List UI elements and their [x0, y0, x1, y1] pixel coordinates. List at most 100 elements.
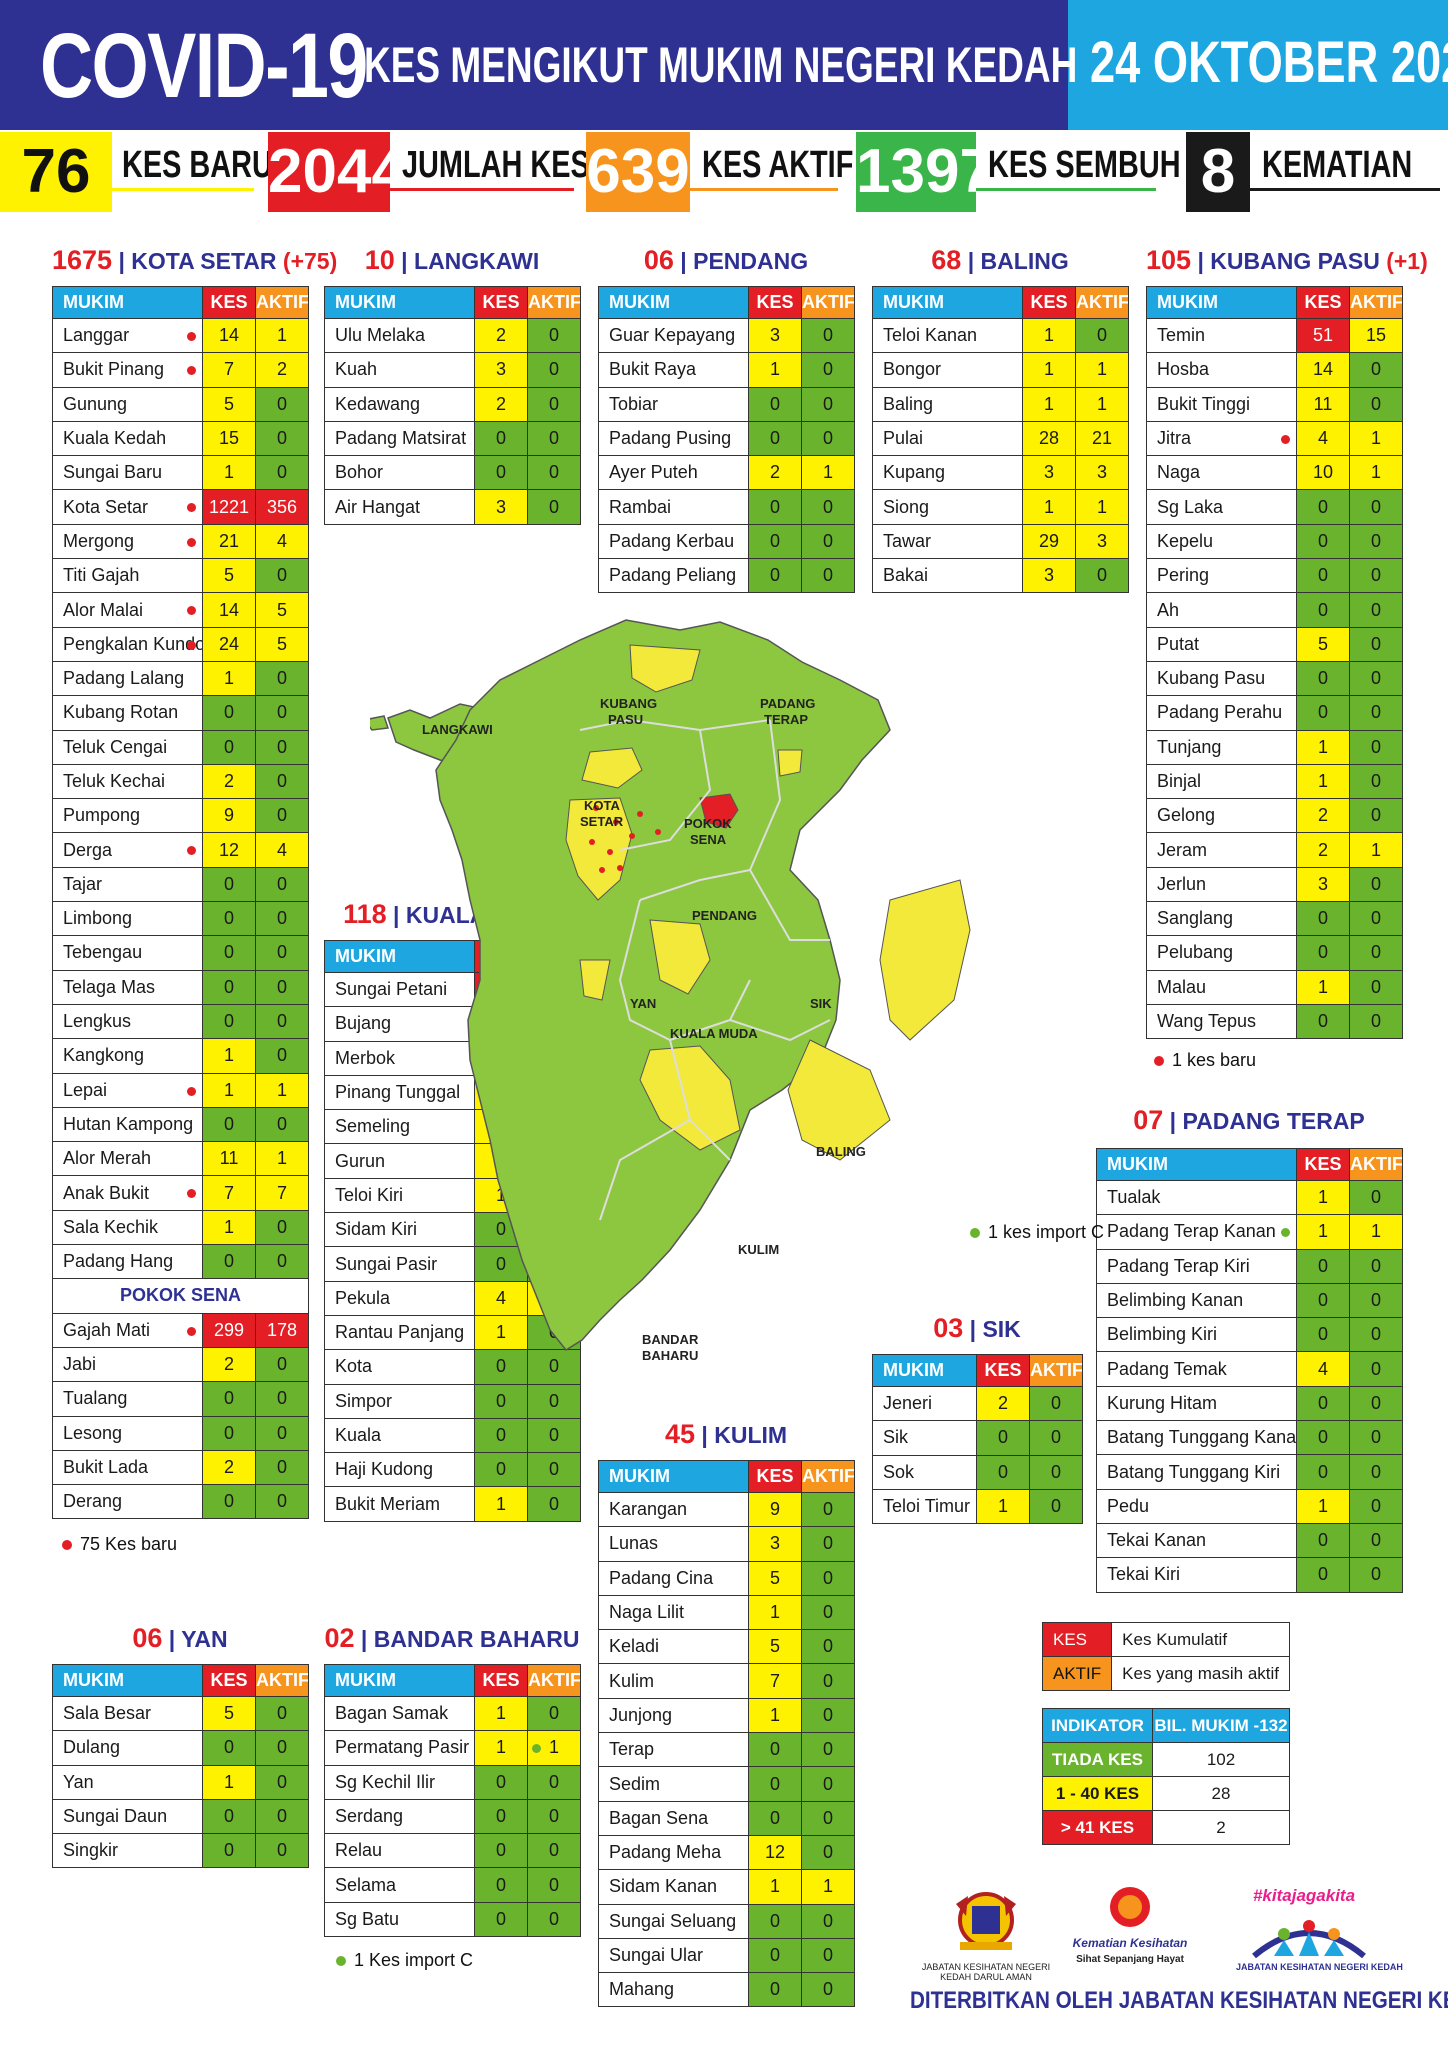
mukim-name: Alor Merah [52, 1141, 203, 1177]
aktif-value: 0 [527, 317, 581, 354]
new-case-dot-icon [187, 1086, 196, 1096]
mukim-label: Kuala [335, 1425, 382, 1445]
aktif-number: 0 [548, 1390, 559, 1411]
aktif-value: 0 [801, 1560, 855, 1596]
stat-underline [390, 188, 574, 191]
mukim-name: Mergong [52, 523, 203, 560]
kes-value: 2 [202, 763, 256, 800]
mukim-name: Alor Malai [52, 592, 203, 628]
table-row: Telaga Mas 0 0 [52, 969, 309, 1005]
aktif-number: 0 [276, 873, 287, 894]
map-label-kulim: KULIM [738, 1242, 779, 1257]
mukim-label: Mahang [609, 1979, 675, 2000]
aktif-number: 0 [1370, 805, 1381, 826]
table-row: Jeram 2 1 [1146, 832, 1403, 868]
aktif-value: 0 [527, 1764, 581, 1800]
kes-value: 299 [202, 1312, 256, 1348]
kes-value: 2 [1296, 798, 1350, 834]
kes-value: 0 [202, 1244, 256, 1280]
aktif-value: 0 [1349, 1282, 1403, 1319]
aktif-value: 0 [255, 558, 309, 594]
mukim-label: Teloi Timur [883, 1496, 971, 1517]
kitajagakita-logo-text: #kitajagakita [1252, 1886, 1356, 1905]
kes-value: 2 [474, 317, 528, 354]
mukim-name: Ayer Puteh [598, 455, 749, 491]
table-row: Sungai Daun 0 0 [52, 1798, 309, 1835]
column-header-kes: KES [1296, 286, 1350, 319]
mukim-label: Kulim [609, 1670, 655, 1691]
aktif-value: 0 [801, 558, 855, 594]
kes-value: 0 [202, 1106, 256, 1143]
note-kubang-pasu: 1 kes baru [1154, 1050, 1256, 1071]
table-row: Ah 0 0 [1146, 592, 1403, 628]
aktif-number: 0 [276, 1491, 287, 1512]
aktif-value: 1 [1349, 420, 1403, 457]
note-text: 75 Kes baru [80, 1534, 178, 1554]
table-bandar-baharu: MUKIM KES AKTIF Bagan Samak 1 0 Permatang Pasi… [324, 1664, 581, 1938]
yellow-area-jitra [581, 747, 643, 789]
mukim-label: Kuah [335, 359, 378, 380]
kes-value: 1 [202, 1764, 256, 1800]
kes-value: 0 [474, 1901, 528, 1938]
mukim-name: Belimbing Kanan [1096, 1282, 1297, 1319]
aktif-value: 0 [1349, 695, 1403, 731]
stat-kematian: 8 KEMATIAN [1186, 132, 1448, 212]
aktif-value: 0 [527, 1833, 581, 1869]
mukim-label: Sg Laka [1157, 496, 1224, 517]
aktif-value: 0 [255, 1484, 309, 1520]
kes-value: 11 [1296, 386, 1350, 422]
aktif-value: 0 [255, 1244, 309, 1280]
aktif-value: 0 [1349, 969, 1403, 1005]
aktif-number: 0 [1370, 771, 1381, 791]
kes-value: 1 [474, 1314, 528, 1351]
map-label-pendang: PENDANG [692, 908, 757, 923]
kes-value: 1 [1022, 352, 1076, 388]
aktif-value: 4 [255, 832, 309, 868]
aktif-number: 0 [1370, 393, 1381, 414]
table-row: Belimbing Kanan 0 0 [1096, 1282, 1403, 1319]
aktif-number: 0 [548, 462, 559, 483]
mukim-name: Serdang [324, 1798, 475, 1835]
legend-row: KES Kes Kumulatif [1041, 1622, 1291, 1657]
table-row: Haji Kudong 0 0 [324, 1452, 581, 1488]
case-dot-icon [589, 839, 595, 845]
kes-value: 0 [748, 1766, 802, 1802]
mukim-name: Tekai Kanan [1096, 1522, 1297, 1559]
mukim-name: Telaga Mas [52, 969, 203, 1005]
kes-value: 1 [748, 1697, 802, 1734]
aktif-value: 0 [801, 1766, 855, 1802]
kes-value: 2 [202, 1346, 256, 1383]
mukim-name: Naga [1146, 455, 1297, 491]
column-header-kes: KES [202, 286, 256, 319]
kes-value: 0 [474, 1798, 528, 1835]
aktif-number: 0 [1370, 668, 1381, 689]
mukim-label: Alor Merah [63, 1148, 152, 1169]
mukim-label: Kubang Pasu [1157, 668, 1266, 689]
indicator-row: > 41 KES 2 [1042, 1810, 1290, 1845]
mukim-label: Pulai [883, 428, 924, 449]
mukim-label: Padang Temak [1107, 1358, 1227, 1379]
mukim-label: Pering [1157, 565, 1210, 586]
note-bandar-baharu: 1 Kes import C [336, 1950, 473, 1971]
column-header-kes: KES [748, 286, 802, 319]
mukim-label: Bagan Samak [335, 1703, 449, 1724]
mukim-label: Jerlun [1157, 873, 1207, 894]
mukim-name: Titi Gajah [52, 558, 203, 594]
mukim-name: Guar Kepayang [598, 317, 749, 354]
aktif-number: 0 [822, 1842, 833, 1863]
table-row: Tebengau 0 0 [52, 935, 309, 971]
aktif-value: 0 [1349, 729, 1403, 765]
mukim-name: Pumpong [52, 798, 203, 834]
table-row: Putat 5 0 [1146, 626, 1403, 662]
aktif-value: 0 [255, 901, 309, 937]
aktif-value: 0 [1349, 798, 1403, 834]
aktif-value: 0 [527, 386, 581, 422]
mukim-label: Dulang [63, 1737, 121, 1758]
column-header-mukim: MUKIM [598, 1460, 749, 1493]
aktif-number: 4 [276, 530, 287, 551]
legend-key: AKTIF [1041, 1656, 1113, 1691]
stat-underline [976, 188, 1156, 191]
aktif-value: 0 [801, 317, 855, 354]
mukim-label: Jeram [1157, 839, 1208, 860]
aktif-value: 0 [527, 1798, 581, 1835]
